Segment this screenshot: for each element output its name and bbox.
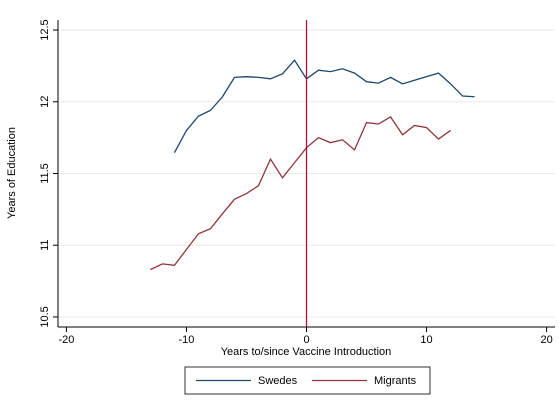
y-tick-label: 12 [39,96,51,108]
x-tick-label: -20 [58,334,74,346]
y-tick-label: 12.5 [39,19,51,40]
x-axis-label: Years to/since Vaccine Introduction [221,346,392,358]
legend-label: Migrants [374,375,417,387]
y-axis-label: Years of Education [6,127,18,219]
y-tick-label: 10.5 [39,306,51,327]
x-tick-label: 20 [540,334,552,346]
y-tick-label: 11 [39,240,51,251]
legend-label: Swedes [258,375,298,387]
x-tick-label: -10 [178,334,194,346]
series-line [150,115,451,271]
x-tick-label: 0 [303,334,309,346]
y-tick-label: 11.5 [39,163,51,184]
series-line [173,59,475,154]
x-tick-label: 10 [420,334,432,346]
